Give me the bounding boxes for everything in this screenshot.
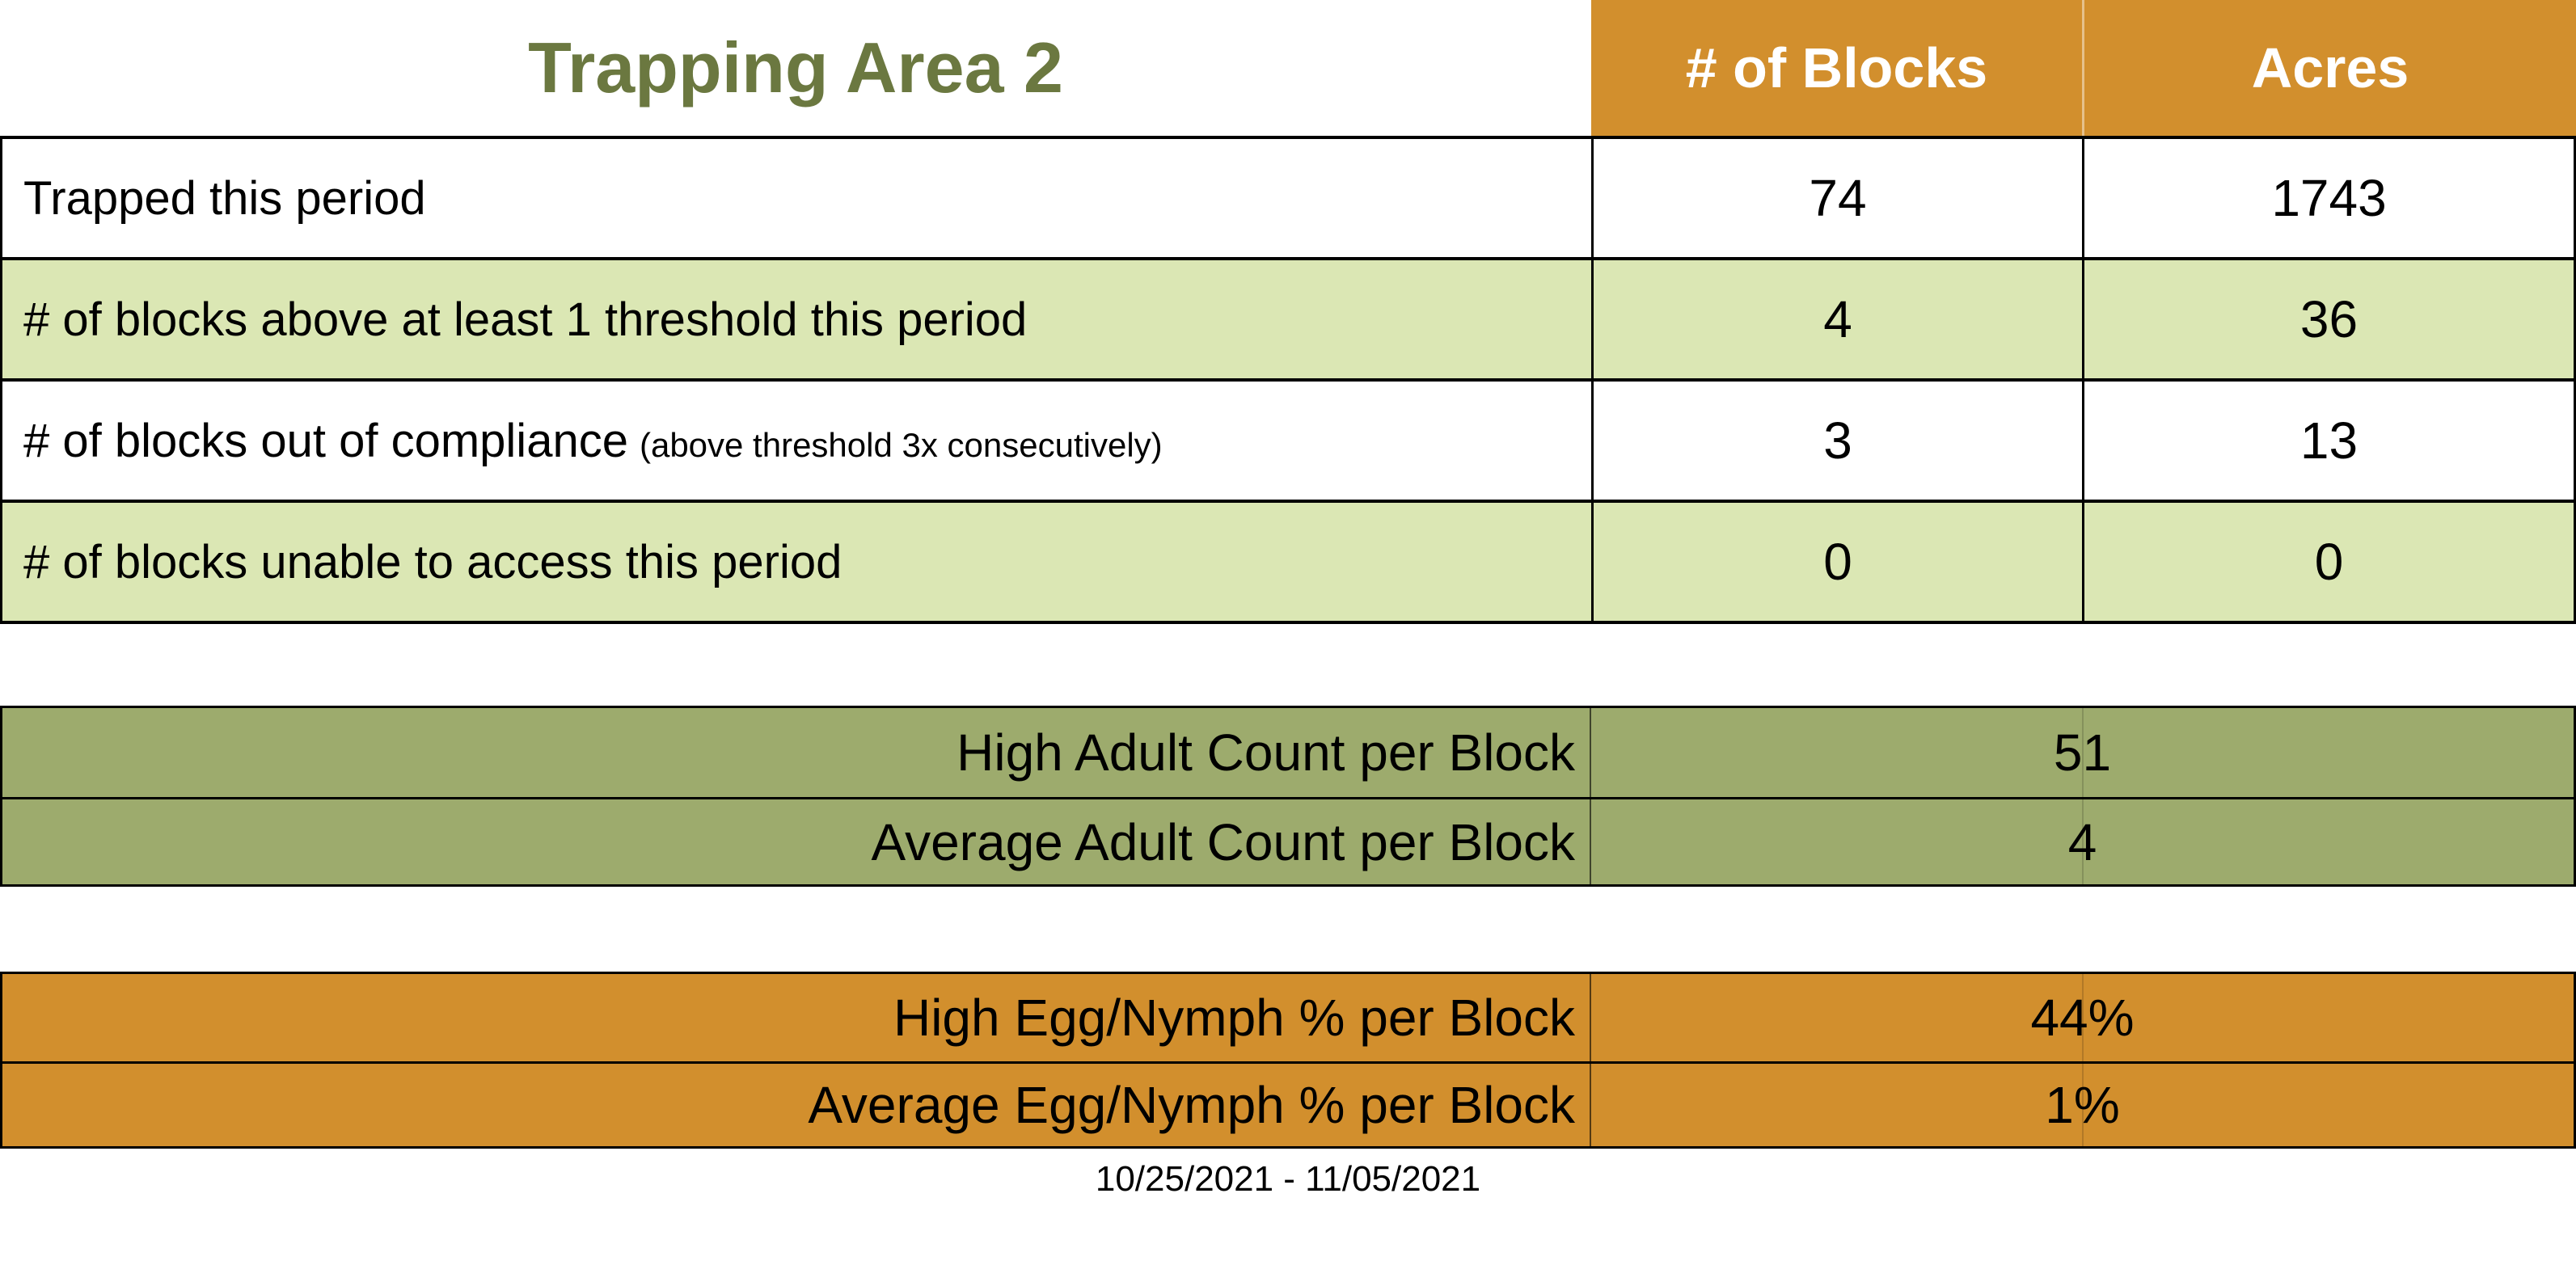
egg-nymph-table: High Egg/Nymph % per Block 44% Average E… — [0, 972, 2576, 1149]
acres-value: 0 — [2082, 503, 2574, 621]
page-title: Trapping Area 2 — [528, 27, 1063, 108]
row-label-cell: # of blocks out of compliance (above thre… — [2, 382, 1591, 500]
summary-header-row: Trapping Area 2 # of Blocks Acres — [0, 0, 2576, 136]
row-label-cell: # of blocks above at least 1 threshold t… — [2, 260, 1591, 378]
summary-table: Trapping Area 2 # of Blocks Acres Trappe… — [0, 0, 2576, 624]
row-label: # of blocks unable to access this period — [23, 535, 853, 589]
row-label-note: (above threshold 3x consecutively) — [639, 425, 1163, 464]
faint-column-divider — [2082, 708, 2084, 884]
faint-column-divider — [2082, 974, 2084, 1146]
column-header-acres: Acres — [2082, 0, 2576, 136]
row-label-text: Trapped this period — [23, 171, 426, 225]
row-label-text: # of blocks out of compliance — [23, 414, 628, 467]
adult-count-table: High Adult Count per Block 51 Average Ad… — [0, 706, 2576, 887]
table-row-average-egg-nymph: Average Egg/Nymph % per Block 1% — [2, 1061, 2574, 1146]
row-label: Trapped this period — [23, 171, 437, 226]
blocks-value: 4 — [1591, 260, 2082, 378]
row-label-text: # of blocks unable to access this period — [23, 535, 842, 588]
row-label: Average Egg/Nymph % per Block — [2, 1064, 1591, 1146]
blocks-value: 0 — [1591, 503, 2082, 621]
acres-value: 1743 — [2082, 139, 2574, 257]
summary-table-body: Trapped this period 74 1743 # of blocks … — [0, 136, 2576, 624]
table-row-trapped: Trapped this period 74 1743 — [2, 136, 2574, 257]
table-row-above-threshold: # of blocks above at least 1 threshold t… — [2, 257, 2574, 378]
row-label: Average Adult Count per Block — [2, 799, 1591, 884]
acres-value: 13 — [2082, 382, 2574, 500]
table-row-high-adult: High Adult Count per Block 51 — [2, 708, 2574, 797]
blocks-value: 3 — [1591, 382, 2082, 500]
row-value: 1% — [2045, 1076, 2120, 1134]
row-value: 4 — [2067, 812, 2097, 871]
row-label-text: # of blocks above at least 1 threshold t… — [23, 293, 1028, 346]
row-label: # of blocks out of compliance (above thre… — [23, 414, 1163, 468]
blocks-value: 74 — [1591, 139, 2082, 257]
table-row-high-egg-nymph: High Egg/Nymph % per Block 44% — [2, 974, 2574, 1061]
column-header-blocks: # of Blocks — [1591, 0, 2082, 136]
acres-value: 36 — [2082, 260, 2574, 378]
table-row-out-of-compliance: # of blocks out of compliance (above thre… — [2, 378, 2574, 500]
row-label: High Egg/Nymph % per Block — [2, 974, 1591, 1061]
row-value: 51 — [2053, 723, 2112, 782]
table-row-unable-to-access: # of blocks unable to access this period… — [2, 500, 2574, 621]
date-range: 10/25/2021 - 11/05/2021 — [1095, 1159, 1481, 1199]
row-label: High Adult Count per Block — [2, 708, 1591, 797]
row-label-cell: # of blocks unable to access this period — [2, 503, 1591, 621]
row-label-cell: Trapped this period — [2, 139, 1591, 257]
row-value: 44% — [2030, 989, 2135, 1047]
row-label: # of blocks above at least 1 threshold t… — [23, 293, 1038, 347]
table-row-average-adult: Average Adult Count per Block 4 — [2, 797, 2574, 884]
